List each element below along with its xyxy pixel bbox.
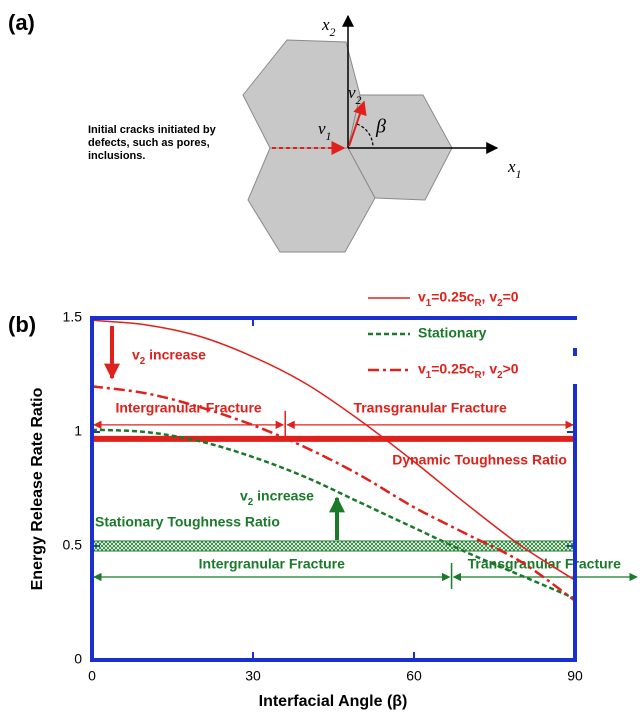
y-tick-label: 1.5 <box>63 309 83 325</box>
x-axis-title: Interfacial Angle (β) <box>259 693 408 710</box>
y-tick-label: 0 <box>74 651 82 667</box>
x2-label: x2 <box>321 15 336 39</box>
note-line: defects, such as pores, <box>88 137 210 149</box>
grain <box>243 40 360 148</box>
annotation: v2 increase <box>132 347 206 367</box>
x1-label: x1 <box>507 157 522 181</box>
annotation: v2 increase <box>240 488 314 508</box>
figure: (a) x2 x1 v1 v2 β Initial cracks initiat… <box>0 0 643 714</box>
note-line: Initial cracks initiated by <box>88 124 217 136</box>
x-tick-label: 60 <box>406 668 422 684</box>
panel-label: (a) <box>8 10 35 35</box>
y-tick-label: 1 <box>74 423 82 439</box>
y-tick-label: 0.5 <box>63 537 83 553</box>
x-tick-label: 30 <box>245 668 261 684</box>
legend-bg <box>365 320 635 348</box>
grain <box>248 148 375 252</box>
fracture-label: Intergranular Fracture <box>199 556 345 572</box>
reference-label: Stationary Toughness Ratio <box>95 514 280 530</box>
legend-label: Stationary <box>418 325 487 341</box>
angle-label: β <box>375 116 386 138</box>
note-line: inclusions. <box>88 150 145 162</box>
fracture-label: Transgranular Fracture <box>353 400 506 416</box>
fracture-label: Intergranular Fracture <box>115 400 261 416</box>
x-tick-label: 90 <box>567 668 583 684</box>
y-axis-title: Energy Release Rate Ratio <box>29 387 46 590</box>
reference-band <box>92 541 575 551</box>
x-tick-label: 0 <box>88 668 96 684</box>
panel-label: (b) <box>8 312 36 337</box>
